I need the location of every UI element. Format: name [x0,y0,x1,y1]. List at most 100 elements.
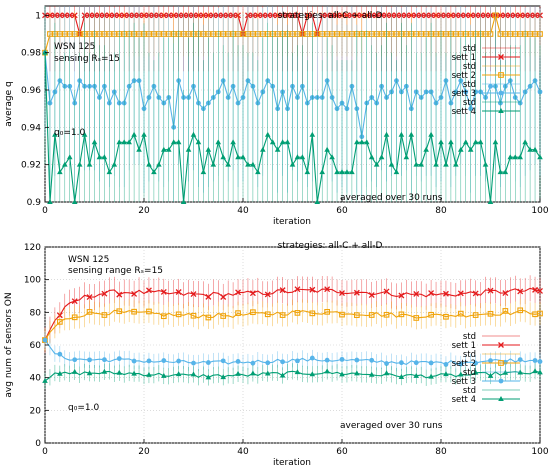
data-point [458,371,464,377]
data-point [235,289,242,296]
data-point [309,371,316,377]
data-point [368,154,375,160]
data-point [250,309,256,316]
bottom-annotation-wsn: WSN 125 [68,255,109,265]
data-point [260,146,266,152]
data-point [413,161,420,167]
bottom-series-sett-2 [42,298,543,352]
bottom-series-sett-4 [42,362,543,390]
data-point [116,308,123,315]
data-point [170,139,177,145]
data-point [295,358,300,364]
data-point [537,287,543,294]
legend-series-label: sett 2 [452,71,476,81]
data-point [428,373,434,379]
data-point [502,169,509,175]
x-tick-label: 20 [138,447,150,457]
data-point [472,139,479,145]
data-point [56,319,63,325]
data-point [264,311,271,318]
data-point [309,355,315,361]
data-point [537,310,543,317]
data-point [86,370,93,376]
data-point [57,370,63,376]
y-tick-label: 40 [30,374,42,384]
legend-marker [498,360,504,366]
data-point [205,293,212,300]
data-point [532,358,538,363]
data-point [442,290,449,297]
data-point [62,161,68,167]
data-point [245,161,251,167]
data-point [368,312,375,318]
data-point [220,294,227,300]
data-point [116,291,123,298]
data-point [116,139,123,145]
data-point [532,368,538,374]
data-point [131,370,137,376]
data-point [299,154,306,160]
data-point [304,169,311,175]
legend-std-label: std [463,44,476,54]
top-y-axis-label: average q [4,81,14,126]
series-line [44,309,541,341]
bottom-series-layer [42,275,543,390]
data-point [249,290,256,297]
data-point [413,290,420,297]
data-point [42,49,48,55]
bottom-chart-title: strategies: all-C + all-D [278,241,383,251]
x-tick-label: 40 [237,206,249,216]
data-point [458,361,464,367]
data-point [294,286,301,293]
data-point [488,358,493,364]
data-point [359,139,365,145]
data-point [408,131,415,137]
data-point [71,314,78,321]
data-point [121,139,127,145]
data-point [443,361,449,367]
data-point [161,372,167,378]
data-point [175,311,182,318]
data-point [383,131,390,137]
data-point [368,371,375,377]
data-point [255,169,261,175]
y-tick-label: 0.96 [21,86,41,96]
top-series-sett-4 [42,6,543,204]
data-point [344,169,350,175]
legend-marker [498,378,504,384]
y-tick-label: 80 [30,308,42,318]
y-tick-label: 100 [24,276,41,286]
data-point [141,131,147,137]
y-tick-label: 120 [24,243,41,253]
data-point [57,351,63,357]
data-point [200,169,207,175]
x-tick-label: 40 [237,447,249,457]
bottom-annotation-averaged: averaged over 30 runs [340,421,443,431]
data-point [101,312,108,318]
data-point [398,292,405,299]
data-point [220,374,226,380]
data-point [517,357,523,363]
data-point [131,308,137,315]
data-point [250,370,256,376]
bottom-series-sett-1 [42,275,543,354]
x-tick-label: 100 [531,447,548,457]
data-point [517,154,523,160]
data-point [517,307,524,314]
data-point [413,315,420,321]
data-point [269,139,276,145]
top-annotation-q0: q₀=1.0 [54,128,85,138]
data-point [354,370,360,376]
data-point [482,161,489,167]
data-point [383,370,390,376]
legend-marker [498,90,504,96]
data-point [413,360,419,366]
data-point [52,131,58,137]
top-chart: 0 20 40 60 80 100 0.9 0.92 0.94 0.96 0.98 1 strateg… [4,5,549,227]
data-point [175,289,182,295]
data-point [151,169,157,175]
data-point [453,161,459,167]
data-point [220,313,227,319]
